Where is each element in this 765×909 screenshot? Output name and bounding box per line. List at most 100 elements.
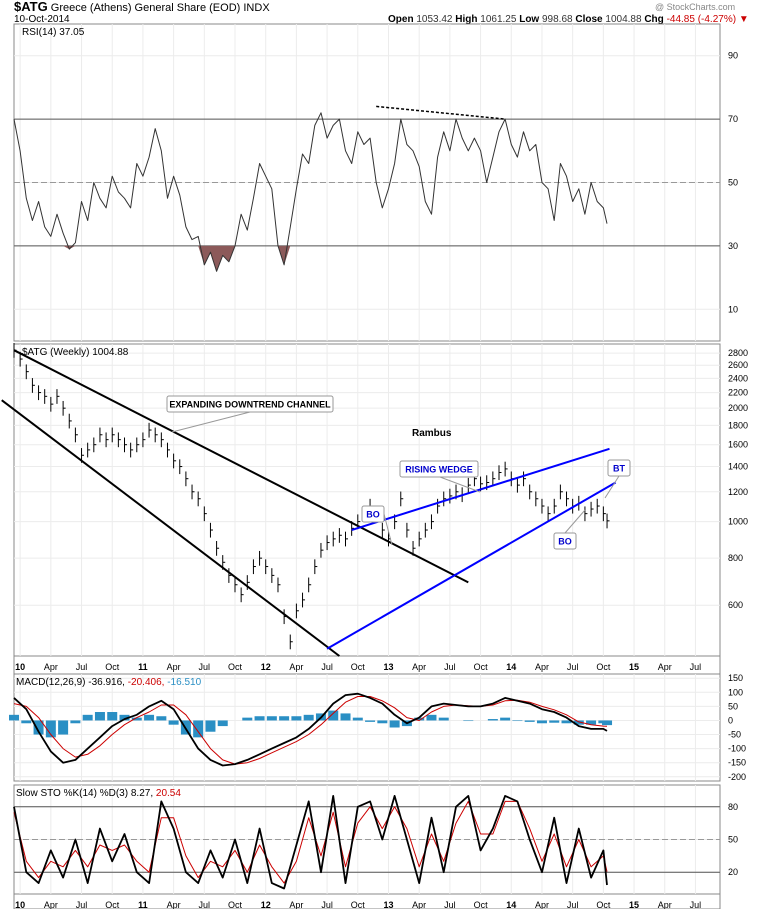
macd-histogram-bar — [414, 717, 425, 721]
ohlc-readout: Open 1053.42 High 1061.25 Low 998.68 Clo… — [388, 14, 749, 25]
time-axis-label: Jul — [567, 900, 579, 909]
rsi-line — [13, 112, 608, 272]
annotation-box — [399, 460, 479, 478]
annotation-pointer — [439, 476, 481, 493]
macd-histogram-bar — [573, 720, 584, 725]
price-legend-part: $ATG (Weekly) 1004.88 — [22, 347, 129, 358]
y-tick-label: 2200 — [728, 388, 748, 398]
macd-histogram-bar — [426, 714, 437, 721]
macd-histogram-bar — [107, 712, 118, 721]
y-tick-label: 50 — [728, 835, 738, 845]
macd-histogram-bar — [33, 720, 44, 735]
y-tick-label: 0 — [728, 715, 733, 725]
down-arrow-icon: ▼ — [738, 14, 749, 25]
time-axis-label: 15 — [629, 662, 639, 672]
macd-histogram-bar — [168, 720, 179, 725]
time-axis-label: 11 — [138, 900, 148, 909]
macd-histogram-bar — [365, 720, 376, 722]
macd-histogram-bar — [303, 714, 314, 721]
y-tick-label: 90 — [728, 51, 738, 61]
macd-histogram-bar — [205, 720, 216, 732]
macd-legend: MACD(12,26,9) -36.916, -20.406, -16.510 — [16, 677, 202, 688]
time-axis-label: Oct — [351, 662, 366, 672]
macd-histogram-bar — [291, 716, 302, 721]
annotation-label: EXPANDING DOWNTREND CHANNEL — [169, 400, 331, 410]
time-axis-label: Apr — [535, 662, 549, 672]
time-axis-frame-0 — [13, 655, 721, 675]
grid-layer — [13, 23, 721, 909]
macd-histogram-bar — [586, 720, 597, 725]
y-tick-label: 1400 — [728, 462, 748, 472]
y-tick-label: 20 — [728, 867, 738, 877]
annotation-label: Rambus — [412, 428, 452, 439]
panel-frame-price — [13, 343, 721, 657]
time-axis-label: 12 — [261, 662, 271, 672]
y-tick-label: 80 — [728, 802, 738, 812]
y-tick-label: -150 — [728, 758, 746, 768]
macd-legend-part: -16.510 — [164, 677, 201, 688]
macd-histogram-bar — [58, 720, 69, 735]
instrument-name: Greece (Athens) General Share (EOD) — [50, 2, 241, 14]
time-axis-label: 10 — [15, 662, 25, 672]
y-tick-label: 50 — [728, 178, 738, 188]
overlay-layer — [1, 105, 631, 657]
rsi-divergence-line — [376, 105, 506, 120]
time-axis-label: Apr — [658, 900, 672, 909]
rsi-legend: RSI(14) 37.05 — [22, 27, 85, 38]
macd-histogram-bar — [254, 716, 265, 721]
chart-date: 10-Oct-2014 — [14, 14, 70, 25]
y-tick-label: 100 — [728, 687, 743, 697]
time-axis-label: Oct — [474, 900, 489, 909]
time-axis-label: Oct — [351, 900, 366, 909]
macd-histogram-bar — [82, 714, 93, 721]
sto-k-line — [13, 795, 608, 890]
sto-legend-part: 20.54 — [153, 788, 181, 799]
y-tick-label: 1200 — [728, 487, 748, 497]
time-axis-label: Apr — [412, 662, 426, 672]
time-axis-label: Oct — [105, 662, 120, 672]
symbol: $ATG — [14, 0, 48, 14]
time-axis-label: Apr — [535, 900, 549, 909]
macd-histogram-bar — [217, 720, 228, 727]
time-axis-label: Jul — [690, 900, 702, 909]
macd-histogram-bar — [45, 720, 56, 738]
time-axis-label: Oct — [474, 662, 489, 672]
y-tick-label: 1000 — [728, 517, 748, 527]
time-axis-label: Apr — [167, 662, 181, 672]
y-tick-label: 1800 — [728, 420, 748, 430]
open-value: 1053.42 — [416, 14, 453, 25]
annotation-pointer — [604, 475, 620, 499]
macd-histogram-bar — [389, 720, 400, 728]
macd-histogram-bar — [487, 719, 498, 721]
time-axis-label: Jul — [76, 662, 88, 672]
chart-title: $ATG Greece (Athens) General Share (EOD)… — [14, 0, 270, 14]
macd-histogram-bar — [463, 720, 474, 722]
macd-histogram-bar — [70, 720, 81, 724]
macd-histogram-bar — [156, 716, 167, 721]
sto-legend: Slow STO %K(14) %D(3) 8.27, 20.54 — [16, 788, 181, 799]
time-axis-label: Apr — [167, 900, 181, 909]
macd-histogram-bar — [352, 717, 363, 721]
macd-histogram-bar — [602, 720, 613, 726]
time-axis-label: 13 — [383, 662, 393, 672]
time-axis-label: Jul — [444, 900, 456, 909]
macd-legend-part: MACD(12,26,9) — [16, 677, 85, 688]
annotation-label: BT — [613, 464, 625, 474]
time-axis-label: 15 — [629, 900, 639, 909]
macd-histogram-bar — [340, 713, 351, 721]
time-axis-label: Oct — [105, 900, 120, 909]
macd-histogram-bar — [500, 717, 511, 721]
time-axis-label: 13 — [383, 900, 393, 909]
time-axis-label: Jul — [321, 900, 333, 909]
text-layer: 10 10 Apr Apr Jul Jul Oct Oct 11 11 Apr Apr Jul Jul Oc… — [15, 27, 748, 909]
time-axis-label: Apr — [289, 900, 303, 909]
macd-histogram-bar — [524, 720, 535, 722]
low-value: 998.68 — [542, 14, 573, 25]
macd-histogram-bar — [328, 710, 339, 721]
close-value: 1004.88 — [605, 14, 642, 25]
price-legend: $ATG (Weekly) 1004.88 — [22, 347, 129, 358]
y-tick-label: 2000 — [728, 403, 748, 413]
y-tick-label: 800 — [728, 553, 743, 563]
time-axis-label: Jul — [690, 662, 702, 672]
